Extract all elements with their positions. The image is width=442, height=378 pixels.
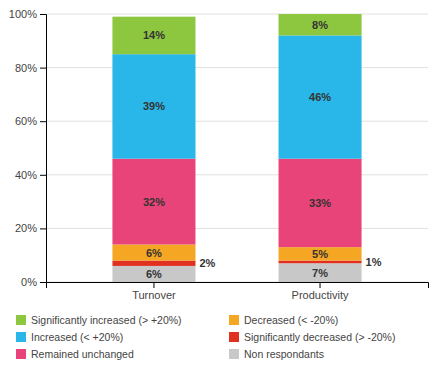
tick-label: 20% bbox=[15, 222, 37, 234]
bar-segment bbox=[112, 266, 195, 282]
data-label: 8% bbox=[312, 19, 328, 31]
legend-item: Significantly increased (> +20%) bbox=[16, 314, 182, 326]
grid-line bbox=[46, 67, 428, 68]
tick-mark bbox=[40, 175, 46, 176]
bars bbox=[112, 14, 361, 282]
grid-line bbox=[46, 174, 428, 175]
legend-swatch bbox=[229, 315, 239, 325]
tick: 100% bbox=[9, 8, 46, 20]
bar-segment bbox=[279, 247, 362, 260]
tick: 60% bbox=[15, 115, 46, 127]
axis-line bbox=[47, 283, 429, 289]
data-label: 6% bbox=[146, 268, 162, 280]
tick: Turnover bbox=[132, 282, 176, 301]
data-label: 7% bbox=[312, 267, 328, 279]
data-labels: 6% 2% 6% 32% 39% 14% 7% 1% 5% 33% 46% 8% bbox=[143, 19, 382, 280]
tick-label: 100% bbox=[9, 8, 37, 20]
bar-segment bbox=[279, 14, 362, 35]
data-label: 39% bbox=[143, 100, 165, 112]
plot: 0% 20% 40% 60% 80% 100% Turnover Productivity 6%… bbox=[9, 8, 429, 301]
legend: Significantly increased (> +20%) Increase… bbox=[16, 314, 395, 360]
tick-mark bbox=[40, 228, 46, 229]
tick-mark bbox=[153, 282, 154, 288]
data-label: 1% bbox=[366, 256, 382, 268]
bar-segment bbox=[279, 35, 362, 158]
legend-item: Significantly decreased (> -20%) bbox=[229, 331, 395, 343]
data-label: 5% bbox=[312, 248, 328, 260]
bar-segment bbox=[279, 263, 362, 282]
legend-swatch bbox=[229, 332, 239, 342]
tick: 20% bbox=[15, 222, 46, 234]
data-label: 2% bbox=[199, 257, 215, 269]
legend-swatch bbox=[229, 349, 239, 359]
legend-swatch bbox=[16, 315, 26, 325]
x-axis: Turnover Productivity bbox=[47, 282, 429, 301]
tick-label: Productivity bbox=[292, 289, 349, 301]
legend-label: Significantly increased (> +20%) bbox=[31, 314, 182, 326]
legend-label: Non respondants bbox=[244, 348, 324, 360]
tick-label: Turnover bbox=[132, 289, 176, 301]
grid-line bbox=[46, 14, 428, 15]
data-label: 46% bbox=[309, 91, 331, 103]
legend-label: Remained unchanged bbox=[31, 348, 134, 360]
legend-item: Increased (< +20%) bbox=[16, 331, 123, 343]
bar-segment bbox=[279, 261, 362, 264]
data-label: 32% bbox=[143, 196, 165, 208]
tick: 0% bbox=[21, 276, 46, 288]
y-axis: 0% 20% 40% 60% 80% 100% bbox=[9, 8, 47, 288]
tick-mark bbox=[320, 282, 321, 288]
tick-label: 80% bbox=[15, 62, 37, 74]
legend-item: Remained unchanged bbox=[16, 348, 134, 360]
tick-mark bbox=[40, 68, 46, 69]
tick: 80% bbox=[15, 62, 46, 74]
legend-label: Increased (< +20%) bbox=[31, 331, 123, 343]
tick-label: 40% bbox=[15, 169, 37, 181]
legend-label: Decreased (< -20%) bbox=[244, 314, 338, 326]
grid-line bbox=[46, 228, 428, 229]
bar-segment bbox=[279, 159, 362, 247]
tick-label: 0% bbox=[21, 276, 37, 288]
legend-item: Decreased (< -20%) bbox=[229, 314, 338, 326]
grid bbox=[46, 14, 428, 282]
legend-swatch bbox=[16, 332, 26, 342]
bar-segment bbox=[112, 159, 195, 245]
grid-line bbox=[46, 121, 428, 122]
tick-mark bbox=[40, 282, 46, 283]
data-label: 14% bbox=[143, 29, 165, 41]
bar-segment bbox=[112, 244, 195, 260]
tick-mark bbox=[40, 121, 46, 122]
tick: Productivity bbox=[292, 282, 349, 301]
chart: 0% 20% 40% 60% 80% 100% Turnover Productivity 6%… bbox=[0, 0, 442, 378]
data-label: 6% bbox=[146, 247, 162, 259]
tick-label: 60% bbox=[15, 115, 37, 127]
axis-line bbox=[40, 15, 47, 283]
tick: 40% bbox=[15, 169, 46, 181]
legend-swatch bbox=[16, 349, 26, 359]
data-label: 33% bbox=[309, 197, 331, 209]
tick-mark bbox=[40, 14, 46, 15]
bar-segment bbox=[112, 54, 195, 159]
legend-item: Non respondants bbox=[229, 348, 324, 360]
bar-segment bbox=[112, 17, 195, 55]
bar-segment bbox=[112, 261, 195, 266]
legend-label: Significantly decreased (> -20%) bbox=[244, 331, 395, 343]
